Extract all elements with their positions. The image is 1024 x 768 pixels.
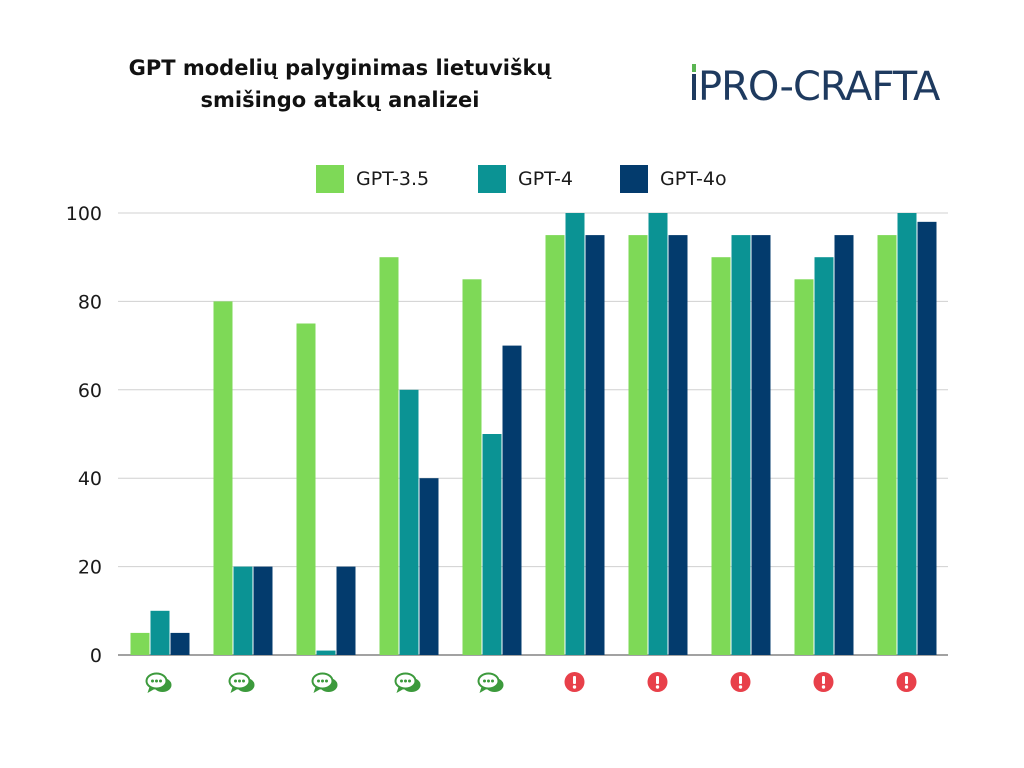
chat-icon-dot [400, 679, 403, 683]
y-tick-label: 80 [78, 291, 102, 313]
chat-icon-dot [483, 679, 486, 683]
bar-gpt4-3 [316, 650, 336, 655]
chat-icon-dot [491, 679, 494, 683]
procrafta-logo: PRO-CRAFTA [692, 64, 942, 108]
bar-gpt4-7 [648, 213, 668, 655]
alert-icon-dot [572, 685, 577, 689]
alert-icon-dot [655, 685, 660, 689]
y-tick-label: 40 [78, 468, 102, 490]
bar-gpt35-3 [296, 323, 316, 655]
legend-label-gpt4o: GPT-4o [660, 168, 727, 190]
bar-gpt4o-10 [917, 221, 937, 655]
alert-icon-bar [656, 676, 659, 684]
bar-gpt4-8 [731, 235, 751, 655]
bar-gpt4-10 [897, 213, 917, 655]
bar-gpt35-4 [379, 257, 399, 655]
bar-gpt4o-6 [585, 235, 605, 655]
logo-accent [692, 64, 696, 72]
chat-icon-dot [151, 679, 154, 683]
chart-title: GPT modelių palyginimas lietuviškų smiši… [60, 52, 620, 116]
bar-gpt4o-9 [834, 235, 854, 655]
chart-title-line-2: smišingo atakų analizei [200, 88, 480, 112]
legend-swatch-gpt35 [316, 165, 344, 193]
legend-swatch-gpt4o [620, 165, 648, 193]
bar-gpt35-8 [711, 257, 731, 655]
logo-bar [692, 74, 696, 100]
bar-gpt35-7 [628, 235, 648, 655]
y-tick-label: 20 [78, 557, 102, 579]
bar-gpt35-10 [877, 235, 897, 655]
bar-gpt4o-4 [419, 478, 439, 655]
bar-gpt35-6 [545, 235, 565, 655]
chat-icon-dot [321, 679, 324, 683]
legend-label-gpt4: GPT-4 [518, 168, 573, 190]
logo-text: PRO-CRAFTA [698, 64, 941, 108]
y-tick-label: 100 [66, 203, 102, 225]
legend-label-gpt35: GPT-3.5 [356, 168, 430, 190]
alert-icon-bar [573, 676, 576, 684]
chat-icon-dot [317, 679, 320, 683]
bar-gpt35-5 [462, 279, 482, 655]
chat-icon-dot [242, 679, 245, 683]
bar-gpt4o-5 [502, 345, 522, 655]
legend-swatch-gpt4 [478, 165, 506, 193]
alert-icon-dot [821, 685, 826, 689]
alert-icon-bar [822, 676, 825, 684]
bar-gpt4o-8 [751, 235, 771, 655]
bar-gpt4o-1 [170, 632, 190, 655]
alert-icon-dot [904, 685, 909, 689]
alert-icon-bar [739, 676, 742, 684]
bar-gpt4-1 [150, 610, 170, 655]
chat-icon-dot [487, 679, 490, 683]
chat-icon-dot [238, 679, 241, 683]
y-tick-label: 60 [78, 380, 102, 402]
chat-icon-dot [325, 679, 328, 683]
chat-icon-dot [234, 679, 237, 683]
y-tick-label: 0 [90, 645, 102, 667]
legend-item-gpt35: GPT-3.5 [316, 163, 429, 195]
bar-gpt4o-7 [668, 235, 688, 655]
bar-gpt4-2 [233, 566, 253, 655]
bar-gpt35-9 [794, 279, 814, 655]
legend: GPT-3.5 GPT-4 GPT-4o [0, 163, 1024, 195]
alert-icon-bar [905, 676, 908, 684]
bar-gpt4o-3 [336, 566, 356, 655]
bar-gpt4-5 [482, 434, 502, 655]
alert-icon-dot [738, 685, 743, 689]
bar-gpt35-2 [213, 301, 233, 655]
chat-icon-dot [404, 679, 407, 683]
chat-icon-dot [159, 679, 162, 683]
bar-gpt4o-2 [253, 566, 273, 655]
bar-gpt4-6 [565, 213, 585, 655]
bar-gpt4-4 [399, 389, 419, 655]
chat-icon-dot [408, 679, 411, 683]
bar-gpt35-1 [130, 632, 150, 655]
chat-icon-dot [155, 679, 158, 683]
chart-title-line-1: GPT modelių palyginimas lietuviškų [128, 56, 552, 80]
legend-item-gpt4: GPT-4 [478, 163, 573, 195]
legend-item-gpt4o: GPT-4o [620, 163, 727, 195]
bar-gpt4-9 [814, 257, 834, 655]
